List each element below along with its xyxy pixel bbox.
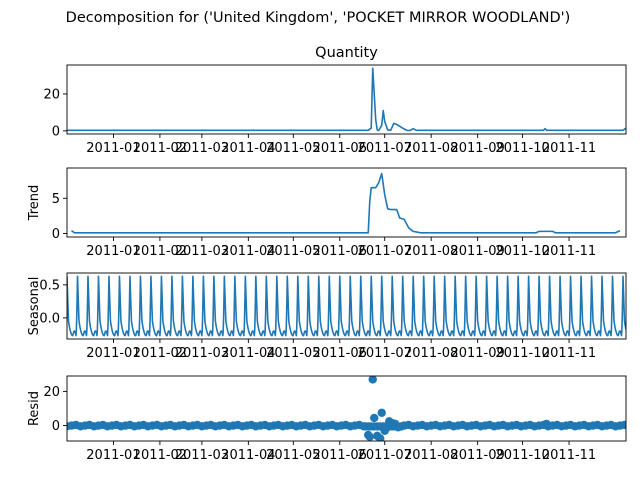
x-tick-label: 2011-03	[175, 448, 229, 463]
x-tick-label: 2011-10	[495, 448, 549, 463]
x-tick-label: 2011-11	[542, 346, 596, 361]
series-line	[71, 172, 621, 234]
panel-title: Quantity	[315, 45, 378, 61]
resid-point	[376, 434, 385, 441]
x-tick-label: 2011-07	[358, 141, 412, 156]
x-tick-label: 2011-06	[313, 346, 367, 361]
x-tick-label: 2011-09	[450, 244, 504, 259]
x-tick-label: 2011-10	[495, 244, 549, 259]
x-tick-label: 2011-04	[221, 346, 275, 361]
y-axis-label: Resid	[27, 391, 42, 426]
plot-area	[67, 376, 626, 441]
panel-3: 0.00.52011-012011-022011-032011-042011-0…	[27, 272, 627, 361]
x-tick-label: 2011-07	[358, 346, 412, 361]
y-tick-label: 0	[52, 227, 60, 242]
x-tick-label: 2011-08	[404, 448, 458, 463]
resid-point	[365, 432, 374, 441]
x-tick-label: 2011-03	[175, 244, 229, 259]
x-tick-label: 2011-05	[266, 244, 320, 259]
x-tick-label: 2011-02	[133, 448, 187, 463]
plot-area	[67, 275, 626, 337]
x-tick-label: 2011-06	[313, 448, 367, 463]
y-tick-label: 20	[43, 385, 60, 400]
x-tick-label: 2011-11	[542, 448, 596, 463]
x-tick-label: 2011-08	[404, 244, 458, 259]
x-tick-label: 2011-11	[542, 141, 596, 156]
x-tick-label: 2011-06	[313, 244, 367, 259]
plot-frame	[66, 167, 627, 238]
y-tick-label: 0.0	[39, 311, 60, 326]
x-tick-label: 2011-08	[404, 346, 458, 361]
x-tick-label: 2011-02	[133, 244, 187, 259]
resid-point	[370, 413, 379, 423]
y-tick-label: 20	[43, 87, 60, 102]
panel-2: 052011-012011-022011-032011-042011-05201…	[27, 167, 627, 259]
x-tick-label: 2011-01	[86, 346, 140, 361]
x-tick-label: 2011-01	[86, 448, 140, 463]
series-line	[67, 67, 626, 132]
x-tick-label: 2011-02	[133, 346, 187, 361]
plot-frame	[66, 375, 627, 442]
plot-frame	[66, 272, 627, 340]
seasonal-line	[67, 275, 626, 337]
x-tick-label: 2011-03	[175, 346, 229, 361]
panel-4: 0202011-012011-022011-032011-042011-0520…	[27, 375, 627, 463]
x-tick-label: 2011-05	[266, 346, 320, 361]
y-axis-label: Seasonal	[27, 277, 42, 336]
x-tick-label: 2011-04	[221, 448, 275, 463]
x-tick-label: 2011-05	[266, 448, 320, 463]
panels-group: 0202011-012011-022011-032011-042011-0520…	[27, 45, 627, 463]
y-tick-label: 0	[52, 419, 60, 434]
plot-frame	[66, 64, 627, 135]
resid-point	[542, 419, 551, 429]
x-tick-label: 2011-08	[404, 141, 458, 156]
x-tick-label: 2011-09	[450, 448, 504, 463]
resid-point	[382, 423, 391, 433]
chart-suptitle: Decomposition for ('United Kingdom', 'PO…	[66, 10, 571, 26]
resid-point	[368, 376, 377, 384]
x-tick-label: 2011-04	[221, 141, 275, 156]
x-tick-label: 2011-11	[542, 244, 596, 259]
x-tick-label: 2011-06	[313, 141, 367, 156]
x-tick-label: 2011-04	[221, 244, 275, 259]
plot-area	[71, 172, 621, 234]
x-tick-label: 2011-07	[358, 244, 412, 259]
x-tick-label: 2011-09	[450, 141, 504, 156]
x-tick-label: 2011-09	[450, 346, 504, 361]
y-tick-label: 0	[52, 124, 60, 139]
x-tick-label: 2011-01	[86, 244, 140, 259]
resid-point	[394, 423, 403, 432]
panel-1: 0202011-012011-022011-032011-042011-0520…	[43, 45, 627, 156]
x-tick-label: 2011-02	[133, 141, 187, 156]
x-tick-label: 2011-03	[175, 141, 229, 156]
x-tick-label: 2011-10	[495, 346, 549, 361]
x-tick-label: 2011-01	[86, 141, 140, 156]
x-tick-label: 2011-10	[495, 141, 549, 156]
resid-point	[377, 408, 386, 417]
y-tick-label: 0.5	[39, 278, 60, 293]
x-tick-label: 2011-05	[266, 141, 320, 156]
y-tick-label: 5	[52, 192, 60, 207]
x-tick-label: 2011-07	[358, 448, 412, 463]
plot-area	[67, 67, 626, 132]
y-axis-label: Trend	[27, 185, 42, 222]
resid-point	[620, 420, 626, 430]
